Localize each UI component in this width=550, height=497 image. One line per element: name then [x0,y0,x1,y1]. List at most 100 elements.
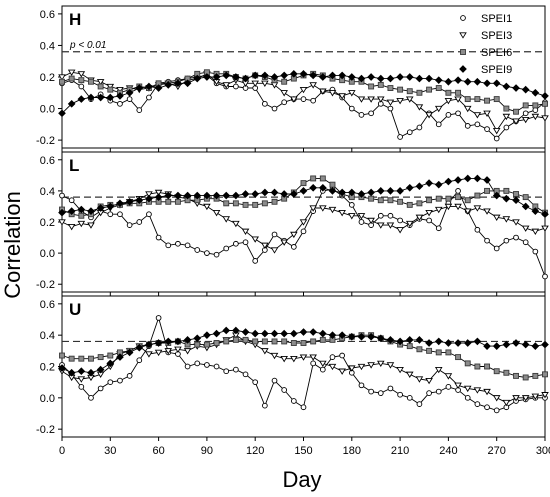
data-point-spei1 [377,212,384,219]
data-point-spei1 [455,188,461,194]
data-point-spei3 [434,206,443,214]
x-tick-label: 60 [152,445,164,457]
data-point-spei3 [357,96,366,103]
data-point-spei1 [406,394,413,401]
data-point-spei9 [367,73,375,81]
data-point-spei9 [203,331,211,340]
data-point-spei1 [474,121,481,128]
data-point-spei3 [473,112,482,119]
data-point-spei1 [155,234,162,241]
data-point-spei1 [194,247,201,253]
x-tick-label: 30 [104,445,116,457]
data-point-spei3 [415,104,424,111]
data-point-spei9 [541,210,549,219]
data-point-spei9 [376,334,385,343]
legend: SPEI1 SPEI3 SPEI6 SPEI9 [459,13,512,76]
data-point-spei1 [97,385,104,392]
legend-marker-spei6 [460,49,466,55]
data-point-spei3 [154,189,163,197]
data-point-spei6 [426,347,433,354]
data-point-spei1 [503,237,510,244]
data-point-spei3 [348,213,356,220]
data-point-spei3 [328,206,337,214]
data-point-spei1 [339,352,345,359]
data-point-spei6 [174,198,181,205]
data-point-spei9 [328,331,337,340]
data-point-spei9 [280,190,289,198]
data-point-spei9 [347,73,356,81]
data-point-spei6 [464,96,471,103]
data-point-spei9 [367,188,375,197]
data-point-spei9 [502,82,511,91]
data-point-spei6 [300,340,307,346]
legend-label-spei3: SPEI3 [481,30,512,42]
data-point-spei9 [174,191,182,200]
data-point-spei9 [241,190,250,198]
data-point-spei3 [270,352,279,360]
data-point-spei3 [386,362,395,369]
data-point-spei6 [484,97,490,104]
data-point-spei1 [387,385,394,392]
data-point-spei6 [532,102,539,109]
y-tick-label: 0.4 [40,330,55,342]
data-point-spei6 [165,198,172,205]
data-point-spei3 [77,71,86,78]
data-point-spei1 [126,373,133,379]
data-point-spei9 [425,339,433,347]
panel-frame [61,295,546,438]
x-tick-label: 120 [246,445,264,457]
data-point-spei9 [251,329,260,338]
data-point-spei3 [299,86,308,94]
data-point-spei9 [483,79,491,88]
data-point-spei9 [203,191,211,200]
data-point-spei9 [492,79,501,88]
legend-marker-spei3 [459,32,467,39]
data-point-spei1 [204,362,210,368]
data-point-spei1 [445,384,452,390]
y-tick-label: 0.0 [40,248,55,260]
data-point-spei1 [136,357,143,364]
data-point-spei6 [513,191,519,197]
data-point-spei3 [338,210,346,217]
data-point-spei6 [455,89,462,96]
data-point-spei9 [541,92,549,100]
data-point-spei6 [78,212,85,219]
data-point-spei3 [154,349,163,357]
data-point-spei9 [106,93,115,102]
x-tick-label: 90 [201,445,213,457]
data-point-spei3 [483,388,491,396]
y-axis-title: Correlation [0,191,25,299]
data-point-spei1 [445,112,452,118]
data-point-spei6 [97,83,104,90]
data-point-spei1 [117,377,123,384]
data-point-spei9 [96,93,105,102]
data-point-spei9 [154,339,163,347]
data-point-spei6 [310,175,317,182]
data-point-spei3 [145,191,153,198]
y-tick-label: 0.2 [40,72,55,84]
data-point-spei9 [125,88,134,97]
data-point-spei6 [484,187,490,194]
data-point-spei6 [416,346,423,353]
data-point-spei9 [67,99,76,108]
data-point-spei1 [358,219,365,225]
data-point-spei3 [299,219,308,226]
data-point-spei9 [203,73,211,81]
data-point-spei3 [251,236,259,243]
data-point-spei3 [531,228,540,236]
data-point-spei6 [78,355,85,362]
data-point-spei9 [531,88,540,97]
data-point-spei9 [386,336,395,344]
data-point-spei9 [290,70,298,78]
data-point-spei6 [542,100,548,107]
data-point-spei6 [445,195,452,202]
data-point-spei1 [233,83,239,90]
data-point-spei9 [270,188,279,197]
data-point-spei1 [59,192,65,199]
data-point-spei3 [454,96,462,103]
data-point-spei9 [328,71,337,80]
data-point-spei9 [357,190,366,198]
data-point-spei3 [405,220,414,228]
data-point-spei3 [531,393,540,400]
data-point-spei1 [290,398,297,404]
